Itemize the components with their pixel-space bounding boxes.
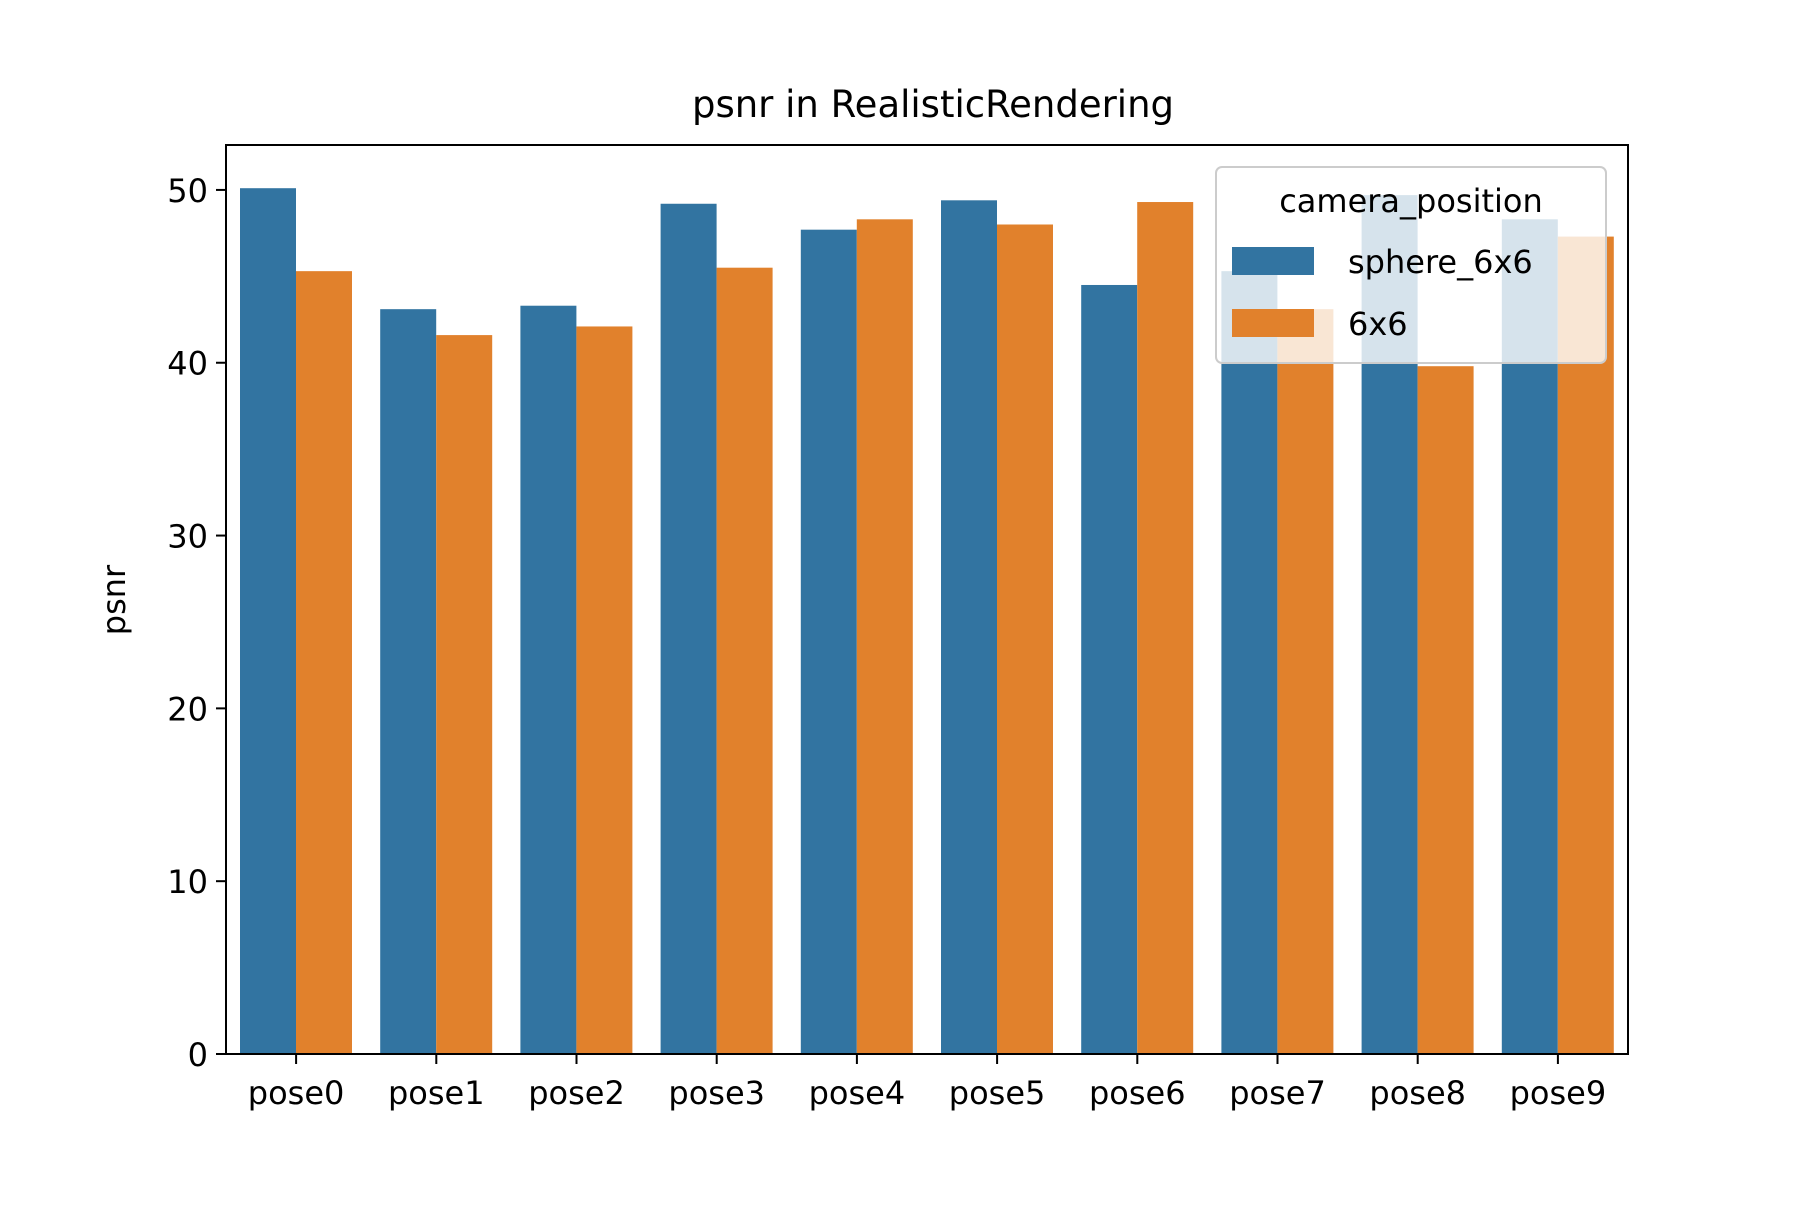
bar-6x6-pose6	[1137, 202, 1194, 1055]
bar-6x6-pose1	[436, 335, 493, 1054]
x-tick-label: pose4	[809, 1074, 906, 1112]
legend: camera_position sphere_6x6 6x6	[1215, 166, 1607, 364]
bars-layer	[240, 188, 1614, 1055]
y-tick-label: 20	[167, 690, 208, 728]
y-axis-label: psnr	[95, 564, 133, 635]
bar-sphere_6x6-pose0	[240, 188, 296, 1054]
x-tick-label: pose8	[1369, 1074, 1466, 1112]
x-tick-label: pose0	[248, 1074, 345, 1112]
bar-sphere_6x6-pose1	[380, 309, 437, 1055]
bar-6x6-pose8	[1417, 366, 1474, 1054]
x-tick-label: pose5	[949, 1074, 1046, 1112]
bar-sphere_6x6-pose5	[941, 200, 997, 1054]
x-tick-label: pose6	[1089, 1074, 1186, 1112]
legend-label-sphere_6x6: sphere_6x6	[1348, 243, 1533, 281]
x-tick-label: pose7	[1229, 1074, 1326, 1112]
bar-sphere_6x6-pose4	[800, 229, 857, 1054]
legend-swatch-6x6	[1232, 309, 1314, 337]
x-tick-label: pose2	[528, 1074, 625, 1112]
bar-6x6-pose4	[856, 219, 913, 1055]
bar-6x6-pose0	[296, 271, 352, 1054]
axes-layer: 0 10 20 30 40 50 pose0 pose1 pose2 pose3 pose4 pose…	[167, 144, 1629, 1112]
y-tick-label: 40	[167, 345, 208, 383]
bar-6x6-pose2	[576, 326, 633, 1055]
y-tick-label: 10	[167, 863, 208, 901]
legend-title: camera_position	[1279, 182, 1543, 220]
y-tick-label: 0	[188, 1036, 208, 1074]
plot-frame	[225, 144, 1629, 1055]
bar-6x6-pose5	[997, 224, 1053, 1055]
bar-sphere_6x6-pose3	[660, 203, 717, 1054]
bar-6x6-pose3	[716, 267, 773, 1054]
bar-6x6-pose9	[1557, 236, 1614, 1054]
chart-title: psnr in RealisticRendering	[692, 83, 1174, 126]
bar-6x6-pose7	[1277, 309, 1334, 1055]
bar-sphere_6x6-pose7	[1221, 271, 1278, 1054]
bar-sphere_6x6-pose6	[1081, 284, 1138, 1054]
x-tick-label: pose3	[668, 1074, 765, 1112]
bar-sphere_6x6-pose2	[520, 305, 577, 1054]
legend-label-6x6: 6x6	[1348, 305, 1408, 343]
y-tick-label: 30	[167, 518, 208, 556]
x-tick-label: pose1	[388, 1074, 485, 1112]
x-tick-label: pose9	[1510, 1074, 1607, 1112]
legend-swatch-sphere_6x6	[1232, 247, 1314, 275]
y-tick-label: 50	[167, 172, 208, 210]
